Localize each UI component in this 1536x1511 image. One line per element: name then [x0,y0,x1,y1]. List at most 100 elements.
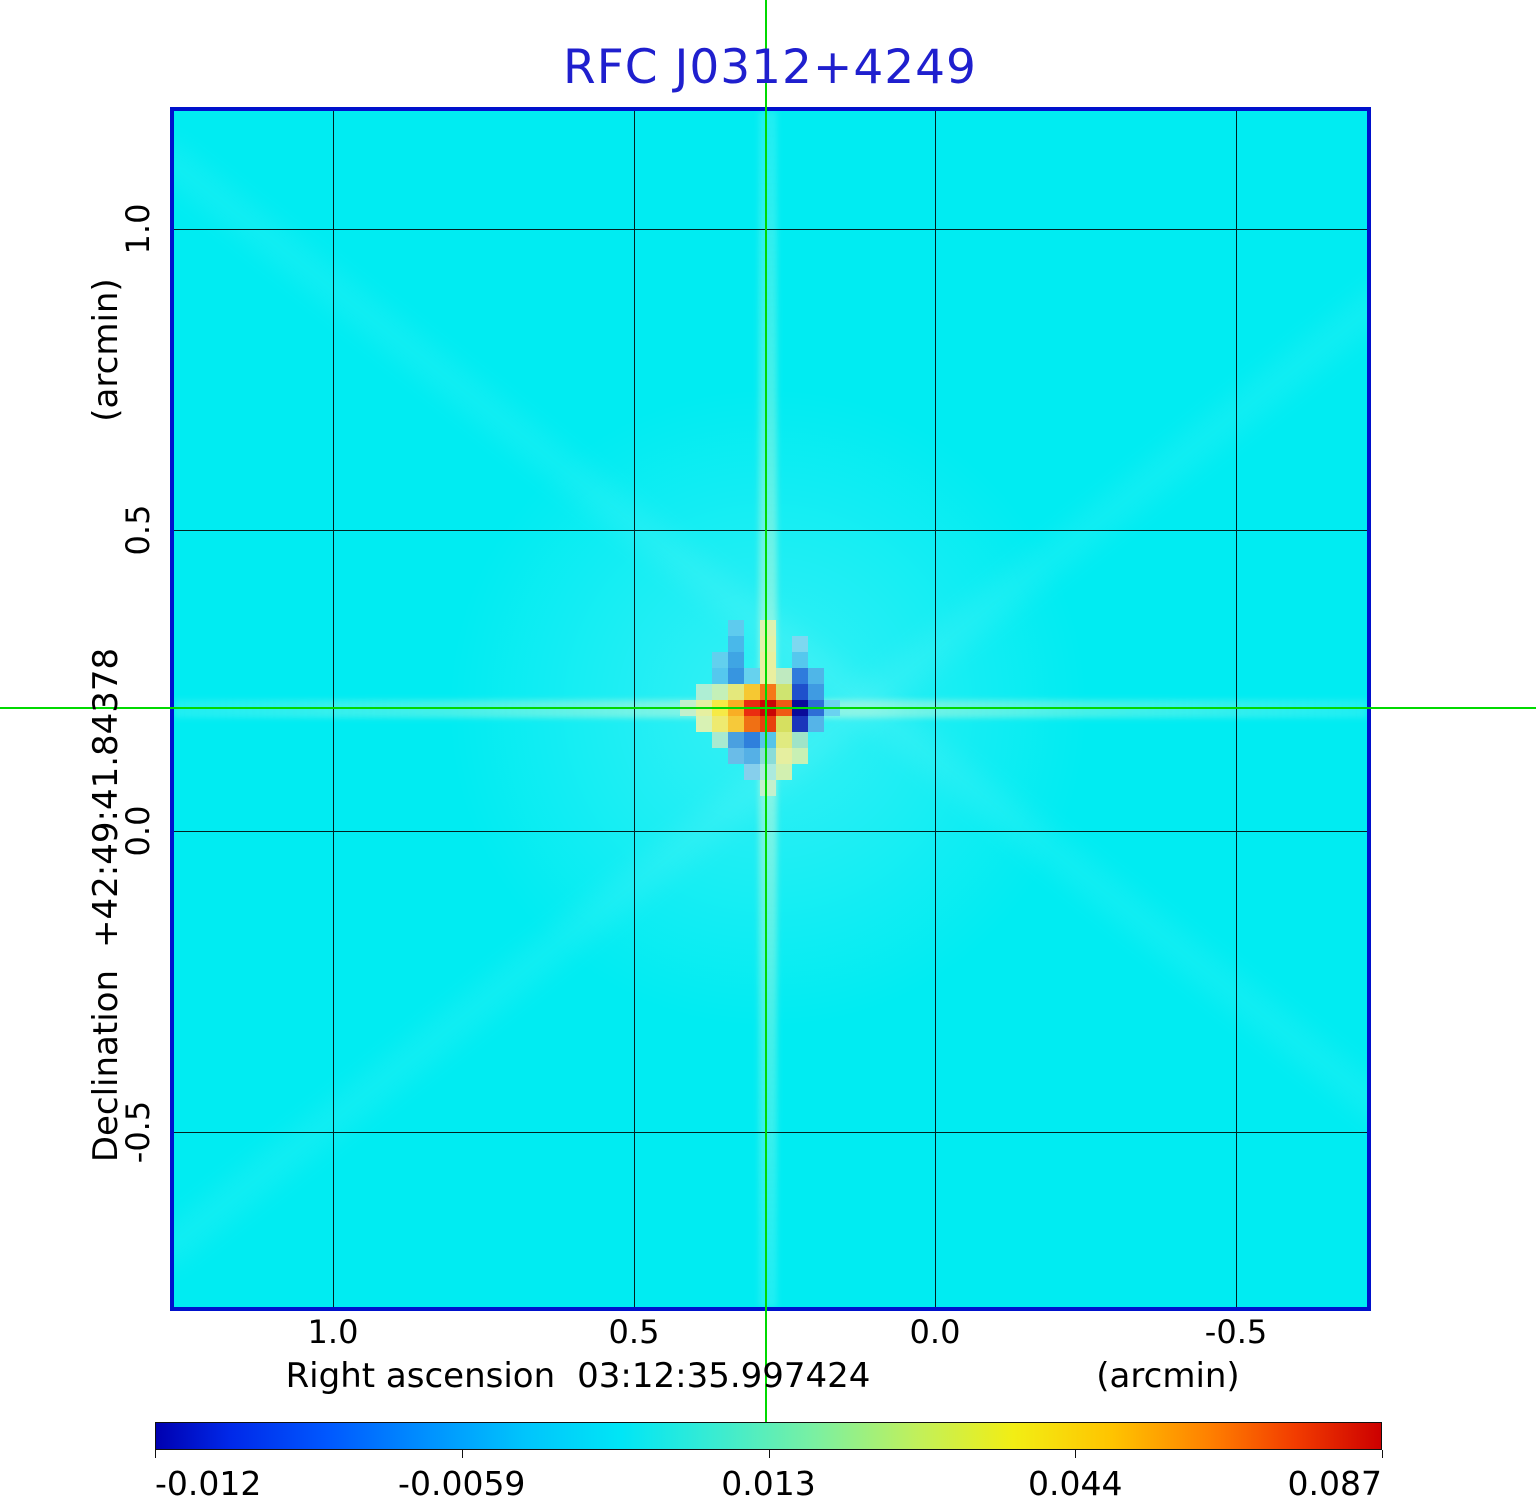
x-axis-title: Right ascension 03:12:35.997424 [286,1356,871,1396]
figure-title: RFC J0312+4249 [563,40,977,95]
y-tick-label: 0.0 [119,805,157,857]
pixel-row [680,620,856,636]
colorbar-tick [461,1450,463,1458]
x-tick-label: 0.5 [608,1313,660,1351]
pixel-cell [712,668,728,684]
pixel-cell [840,764,856,780]
pixel-row [680,780,856,796]
pixel-cell [712,764,728,780]
pixel-cell [744,764,760,780]
grid-line-vertical [935,111,936,1307]
pixel-cell [760,620,776,636]
grid-line-vertical [333,111,334,1307]
pixel-cell [808,684,824,700]
pixel-cell [744,684,760,700]
pixel-cell [680,716,696,732]
y-axis-unit: (arcmin) [86,278,126,421]
pixel-cell [696,636,712,652]
pixel-cell [824,748,840,764]
colorbar-tick-label: 0.013 [721,1464,816,1503]
y-tick-label: -0.5 [119,1100,157,1164]
pixel-row [680,732,856,748]
pixel-cell [824,636,840,652]
pixel-row [680,668,856,684]
grid-line-horizontal [174,229,1367,230]
pixel-cell [744,716,760,732]
x-tick-label: -0.5 [1204,1313,1268,1351]
pixel-cell [808,668,824,684]
pixel-cell [712,716,728,732]
pixel-cell [824,764,840,780]
pixel-cell [680,732,696,748]
pixel-cell [776,716,792,732]
pixel-cell [840,636,856,652]
pixel-cell [792,684,808,700]
pixel-cell [824,620,840,636]
pixel-cell [728,732,744,748]
pixel-cell [680,764,696,780]
pixel-cell [744,748,760,764]
pixel-cell [680,636,696,652]
pixel-cell [712,748,728,764]
pixel-cell [728,716,744,732]
pixel-cell [728,748,744,764]
pixel-cell [696,652,712,668]
pixel-cell [744,652,760,668]
y-axis-coordinate: +42:49:41.84378 [86,647,126,948]
pixel-cell [680,620,696,636]
pixel-cell [760,636,776,652]
pixel-cell [824,732,840,748]
pixel-cell [696,716,712,732]
pixel-cell [744,620,760,636]
pixel-cell [728,636,744,652]
grid-line-horizontal [174,530,1367,531]
pixel-cell [760,716,776,732]
pixel-cell [792,780,808,796]
pixel-row [680,764,856,780]
x-axis-coordinate: 03:12:35.997424 [577,1356,871,1396]
pixel-cell [808,636,824,652]
pixel-cell [728,780,744,796]
pixel-cell [712,780,728,796]
pixel-cell [808,652,824,668]
pixel-cell [792,716,808,732]
pixel-cell [712,684,728,700]
x-axis-unit-text: (arcmin) [1096,1356,1240,1396]
grid-line-vertical [1236,111,1237,1307]
pixel-cell [760,668,776,684]
pixel-cell [680,748,696,764]
pixel-cell [760,780,776,796]
pixel-cell [680,652,696,668]
pixel-cell [808,748,824,764]
pixel-cell [776,780,792,796]
colorbar-tick [1075,1450,1077,1458]
colorbar [155,1422,1382,1450]
pixel-cell [776,652,792,668]
pixel-cell [744,636,760,652]
colorbar-tick-label: -0.0059 [398,1464,526,1503]
colorbar-tick [768,1450,770,1458]
pixel-cell [696,780,712,796]
pixel-cell [712,652,728,668]
crosshair-horizontal [0,707,1536,709]
pixel-cell [728,668,744,684]
pixel-cell [840,732,856,748]
pixel-cell [808,780,824,796]
pixel-cell [792,620,808,636]
y-axis-unit-text: (arcmin) [86,278,126,422]
pixel-cell [808,716,824,732]
crosshair-vertical [765,0,767,1422]
y-tick-label: 1.0 [119,203,157,255]
sky-map [170,107,1371,1311]
pixel-cell [808,732,824,748]
pixel-cell [712,636,728,652]
pixel-cell [696,684,712,700]
x-axis-name: Right ascension [285,1356,556,1396]
pixel-cell [728,764,744,780]
colorbar-tick-label: 0.087 [1287,1464,1382,1503]
pixel-cell [840,652,856,668]
pixel-cell [824,684,840,700]
x-tick-label: 0.0 [909,1313,961,1351]
pixel-cell [712,732,728,748]
y-tick-label: 0.5 [119,504,157,556]
